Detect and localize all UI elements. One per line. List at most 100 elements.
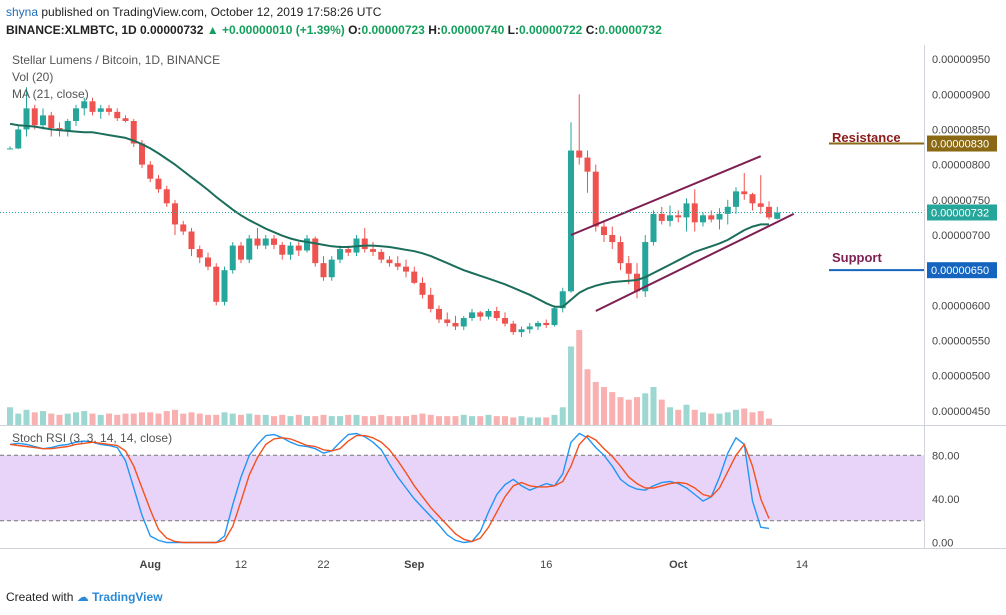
stoch-k-line bbox=[9, 432, 770, 544]
candle-body bbox=[262, 238, 269, 246]
time-tick-label: 14 bbox=[796, 559, 808, 571]
candle-body bbox=[510, 323, 517, 333]
volume-bar bbox=[675, 409, 682, 425]
candle-body bbox=[40, 115, 46, 126]
volume-bar bbox=[23, 409, 30, 425]
price-tick-label: 0.00000500 bbox=[932, 371, 990, 383]
candle-body bbox=[460, 318, 467, 327]
stoch-tick-label: 80.00 bbox=[932, 450, 960, 462]
volume-bar bbox=[271, 416, 277, 425]
stoch-rsi-legend: Stoch RSI (3, 3, 14, 14, close) bbox=[12, 431, 173, 445]
time-tick-label: 16 bbox=[540, 559, 552, 571]
candle-body bbox=[271, 238, 277, 245]
volume-bar bbox=[106, 413, 112, 425]
volume-bar bbox=[502, 416, 508, 425]
volume-bar bbox=[262, 414, 269, 425]
candle-body bbox=[708, 215, 715, 220]
volume-bar bbox=[163, 411, 170, 425]
volume-bar bbox=[320, 414, 327, 425]
candle-body bbox=[658, 213, 665, 221]
volume-bar bbox=[304, 416, 310, 425]
candle-body bbox=[518, 329, 525, 333]
publish-info: shyna published on TradingView.com, Octo… bbox=[6, 5, 381, 19]
publisher-name[interactable]: shyna bbox=[6, 5, 39, 19]
volume-bar bbox=[155, 413, 162, 425]
volume-bar bbox=[139, 412, 145, 425]
volume-bar bbox=[510, 417, 517, 425]
high-value: 0.00000740 bbox=[440, 23, 505, 37]
volume-bar bbox=[238, 414, 244, 425]
volume-bar bbox=[328, 416, 335, 425]
candle-body bbox=[741, 191, 748, 195]
open-label: O: bbox=[348, 23, 362, 37]
candle-body bbox=[196, 249, 203, 258]
price-tick-label: 0.00000900 bbox=[932, 89, 990, 101]
candle-body bbox=[238, 245, 244, 260]
candle-body bbox=[31, 108, 38, 126]
volume-bar bbox=[370, 416, 376, 425]
resistance-price-tag bbox=[927, 135, 997, 152]
candle-body bbox=[543, 322, 550, 326]
volume-bar bbox=[667, 407, 673, 425]
volume-bar bbox=[345, 414, 352, 425]
symbol-summary: BINANCE:XLMBTC, 1D 0.00000732 ▲ +0.00000… bbox=[6, 23, 662, 37]
candle-body bbox=[304, 238, 310, 251]
candle-body bbox=[617, 242, 624, 264]
change-arrow-icon: ▲ bbox=[206, 23, 219, 37]
tradingview-brand[interactable]: TradingView bbox=[92, 590, 163, 604]
volume-bar bbox=[97, 414, 104, 425]
volume-bar bbox=[691, 409, 698, 425]
candle-body bbox=[7, 148, 13, 150]
candle-body bbox=[370, 249, 376, 252]
channel-upper-line bbox=[570, 155, 762, 236]
close-label: C: bbox=[585, 23, 599, 37]
price-tick-label: 0.00000450 bbox=[932, 406, 990, 418]
candle-body bbox=[386, 259, 393, 264]
volume-bar bbox=[535, 417, 541, 425]
candle-body bbox=[97, 108, 104, 112]
candle-body bbox=[774, 212, 781, 219]
candle-body bbox=[246, 238, 253, 260]
volume-bar bbox=[485, 414, 492, 425]
stoch-rsi-pane bbox=[0, 432, 924, 544]
volume-bar bbox=[708, 413, 715, 425]
volume-bar bbox=[683, 404, 690, 425]
volume-bar bbox=[81, 411, 88, 425]
candle-body bbox=[650, 213, 657, 243]
volume-bar bbox=[601, 387, 607, 425]
volume-bar bbox=[568, 346, 574, 425]
candle-body bbox=[213, 266, 220, 302]
axes: 0.00000950 0.00000900 0.00000850 0.00000800… bbox=[0, 45, 1006, 571]
open-value: 0.00000723 bbox=[361, 23, 425, 37]
publish-text: published on TradingView.com, October 12… bbox=[41, 5, 382, 19]
candle-body bbox=[378, 251, 385, 260]
candle-body bbox=[73, 108, 79, 121]
price-tick-label: 0.00000850 bbox=[932, 124, 990, 136]
candle-body bbox=[625, 263, 632, 274]
candle-body bbox=[114, 111, 121, 119]
price-tick-label: 0.00000950 bbox=[932, 54, 990, 66]
candle-body bbox=[361, 238, 368, 250]
candle-body bbox=[139, 143, 145, 165]
volume-bar bbox=[452, 416, 459, 425]
candle-body bbox=[559, 291, 566, 309]
candle-body bbox=[452, 322, 459, 327]
volume-bar bbox=[716, 413, 723, 425]
volume-bar bbox=[658, 399, 665, 425]
candle-body bbox=[15, 129, 22, 149]
resistance-label: Resistance bbox=[832, 130, 901, 145]
volume-bar bbox=[551, 414, 558, 425]
candle-body bbox=[444, 319, 451, 323]
volume-bar bbox=[700, 412, 706, 425]
candle-body bbox=[163, 189, 170, 204]
volume-bar bbox=[543, 417, 550, 425]
candle-body bbox=[502, 318, 508, 324]
candle-body bbox=[724, 206, 731, 214]
volume-bar bbox=[592, 381, 599, 425]
candle-body bbox=[328, 259, 335, 278]
candle-body bbox=[700, 215, 706, 223]
candle-body bbox=[81, 101, 88, 109]
volume-bar bbox=[56, 414, 63, 425]
volume-bar bbox=[411, 414, 418, 425]
